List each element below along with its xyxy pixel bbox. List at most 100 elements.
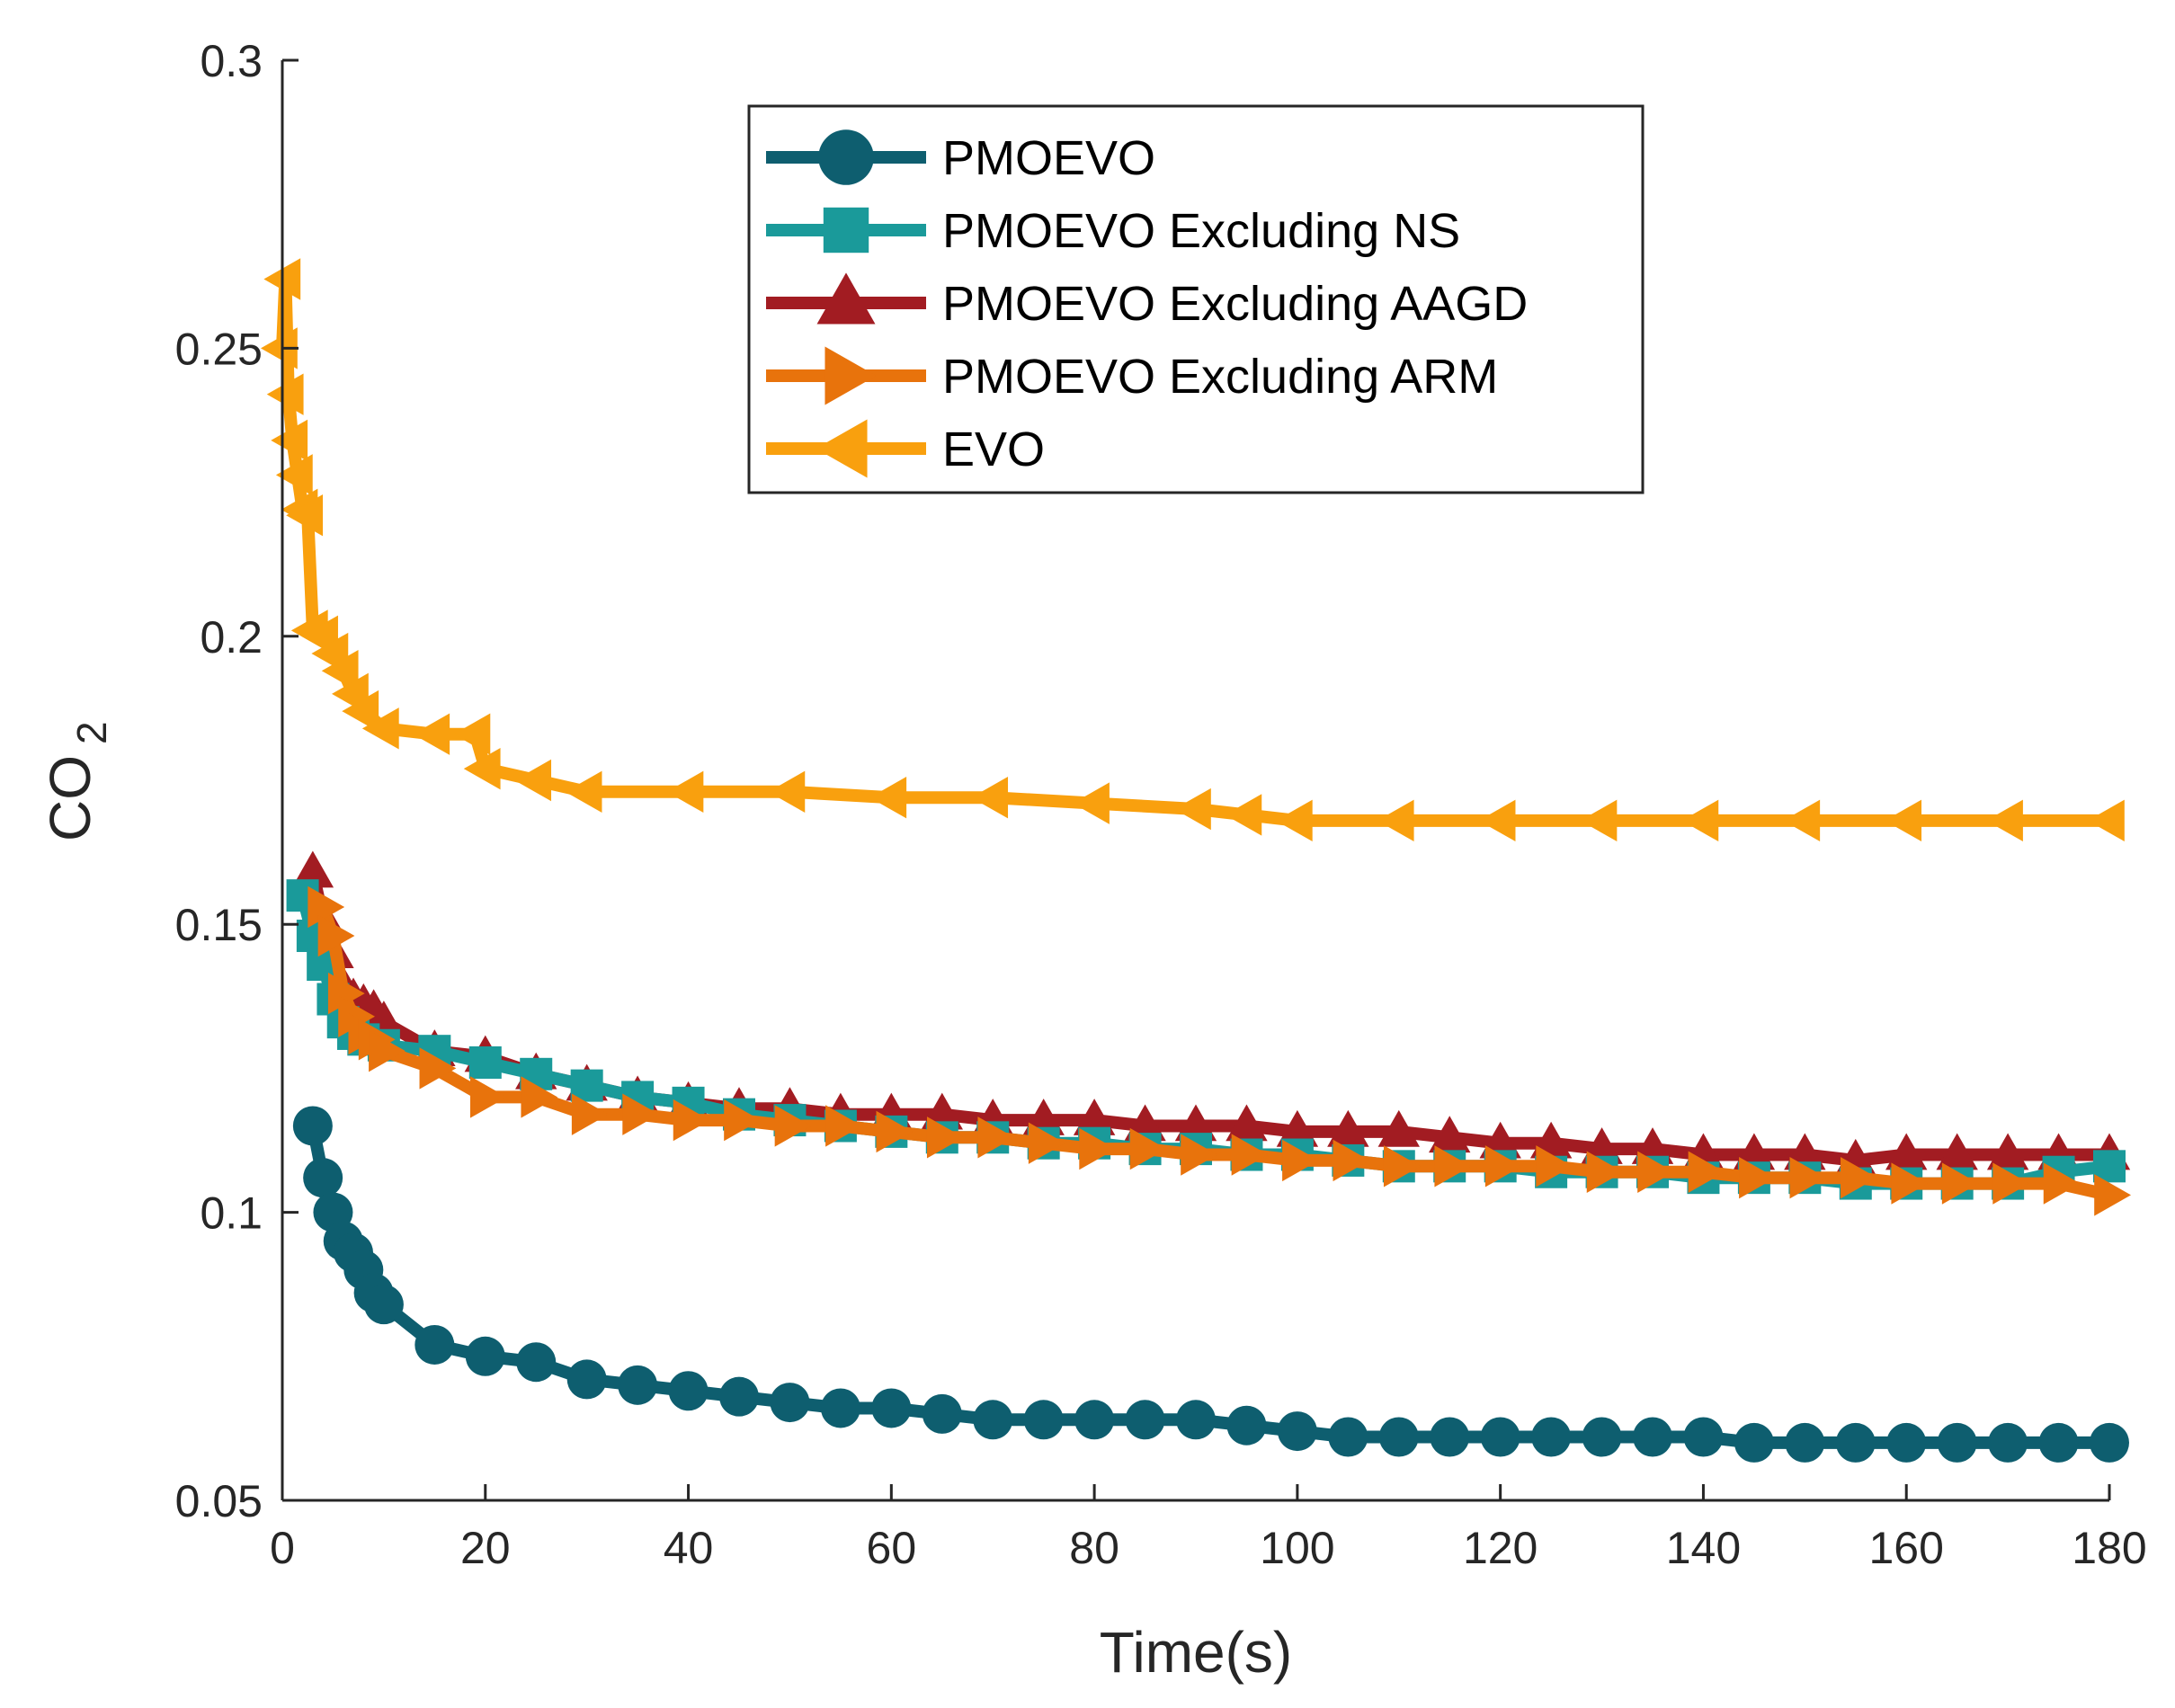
data-point [2038, 1422, 2079, 1463]
data-point [2090, 1422, 2129, 1463]
data-point [922, 1393, 962, 1434]
data-point [1986, 799, 2023, 842]
data-point [1333, 1139, 1370, 1182]
data-point [414, 1324, 455, 1365]
data-point [1785, 1422, 1825, 1463]
data-point [1531, 1417, 1572, 1457]
x-tick-label: 100 [1260, 1523, 1334, 1573]
data-point [327, 972, 365, 1015]
legend-marker [816, 272, 876, 325]
data-point [303, 1158, 343, 1198]
x-axis-title: Time(s) [1100, 1620, 1292, 1685]
data-point [1276, 1109, 1319, 1147]
data-point [1739, 1156, 1776, 1199]
data-point [469, 1076, 507, 1118]
data-point [516, 1342, 557, 1383]
legend-marker [816, 419, 868, 478]
data-point [1073, 782, 1110, 824]
y-tick-label: 0.2 [200, 612, 263, 663]
data-point [292, 1106, 333, 1146]
y-axis-title-subscript: 2 [68, 721, 115, 744]
series-markers-evo [261, 258, 2125, 842]
data-point [825, 1105, 862, 1147]
data-point [1225, 794, 1262, 836]
data-point [1936, 1133, 1978, 1170]
data-point [724, 1099, 761, 1142]
data-point [1174, 787, 1211, 831]
legend-label: PMOEVO Excluding ARM [942, 350, 1498, 404]
data-point [1536, 1145, 1573, 1188]
data-point [521, 1076, 558, 1118]
data-point [1586, 1151, 1624, 1193]
data-point [1941, 1162, 1979, 1205]
data-point [1886, 1422, 1927, 1463]
data-point [871, 1388, 912, 1428]
data-point [363, 1285, 404, 1325]
y-tick-label: 0.1 [200, 1188, 263, 1239]
data-point [419, 1047, 457, 1090]
data-point [361, 707, 399, 750]
series-evo [261, 258, 2125, 842]
data-point [673, 1099, 710, 1142]
data-point [1430, 1417, 1470, 1457]
data-point [1681, 799, 1719, 842]
legend-label: EVO [942, 423, 1045, 476]
data-point [768, 770, 806, 814]
y-tick-label: 0.05 [175, 1476, 263, 1526]
x-tick-label: 180 [2072, 1523, 2146, 1573]
data-point [1633, 1417, 1672, 1457]
data-point [2088, 799, 2125, 842]
data-point [1885, 799, 1922, 842]
legend-label: PMOEVO Excluding AAGD [942, 277, 1528, 331]
data-point [1074, 1400, 1115, 1440]
x-tick-label: 80 [1069, 1523, 1119, 1573]
data-point [1327, 1109, 1369, 1147]
data-point [266, 373, 304, 415]
data-point [369, 1029, 406, 1072]
data-point [275, 454, 313, 496]
data-point [1073, 1099, 1116, 1135]
data-point [1282, 1139, 1319, 1182]
data-point [1835, 1422, 1876, 1463]
data-point [1434, 1145, 1472, 1188]
y-tick-label: 0.25 [175, 324, 263, 374]
data-point [926, 1116, 964, 1159]
data-point [1181, 1134, 1217, 1176]
legend-item-pmoevo: PMOEVO [766, 129, 1155, 185]
x-tick-label: 20 [460, 1523, 511, 1573]
y-tick-label: 0.15 [175, 900, 263, 950]
data-point [463, 747, 501, 790]
legend: PMOEVO PMOEVO Excluding NS PMOEVO Excludin… [747, 104, 1645, 494]
data-point [770, 1383, 810, 1423]
data-point [1478, 799, 1516, 842]
data-point [1125, 1400, 1165, 1440]
data-point [1023, 1400, 1064, 1440]
data-point [1885, 1133, 1928, 1170]
data-point [1582, 1417, 1622, 1457]
x-tick-label: 120 [1463, 1523, 1538, 1573]
data-point [973, 1400, 1013, 1440]
data-point [622, 1093, 660, 1135]
legend-items: PMOEVO PMOEVO Excluding NS PMOEVO Excludin… [766, 129, 1528, 478]
data-point [1637, 1151, 1674, 1193]
data-point [719, 1376, 759, 1417]
data-point [1480, 1417, 1520, 1457]
data-point [465, 1336, 505, 1376]
data-point [1277, 1411, 1317, 1452]
data-point [1378, 1417, 1419, 1457]
data-point [261, 327, 298, 369]
data-point [514, 759, 552, 802]
data-point [1840, 1156, 1877, 1199]
data-point [271, 419, 308, 462]
data-point [1683, 1417, 1724, 1457]
data-point [2094, 1174, 2131, 1216]
data-point [1688, 1151, 1725, 1193]
data-point [468, 1045, 502, 1079]
data-point [308, 885, 345, 929]
legend-label: PMOEVO Excluding NS [942, 204, 1460, 258]
y-tick-label: 0.3 [200, 36, 263, 86]
data-point [1789, 1156, 1827, 1199]
data-point [1484, 1145, 1522, 1188]
data-point [1937, 1422, 1977, 1463]
